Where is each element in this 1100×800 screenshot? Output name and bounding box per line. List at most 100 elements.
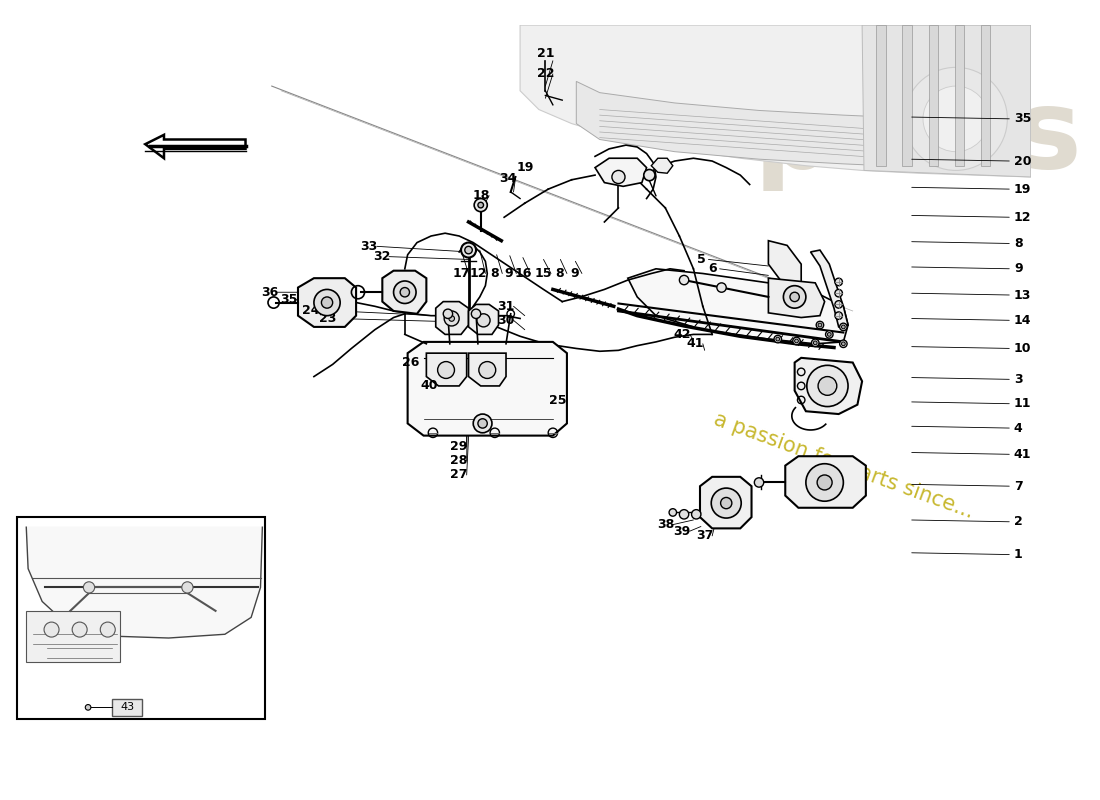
Polygon shape xyxy=(794,358,862,414)
Circle shape xyxy=(477,418,487,428)
Circle shape xyxy=(776,338,780,341)
Polygon shape xyxy=(383,270,427,314)
Polygon shape xyxy=(785,456,866,508)
Text: 38: 38 xyxy=(657,518,674,531)
Text: 28: 28 xyxy=(451,454,468,467)
Polygon shape xyxy=(408,342,566,436)
Text: 31: 31 xyxy=(497,300,515,313)
Bar xyxy=(16,517,265,718)
Text: 35: 35 xyxy=(279,294,297,306)
Text: 1: 1 xyxy=(1014,548,1023,561)
Bar xyxy=(902,25,912,166)
Circle shape xyxy=(84,582,95,593)
Bar xyxy=(928,25,938,166)
Text: 9: 9 xyxy=(570,267,579,280)
Text: 21: 21 xyxy=(537,46,554,60)
Polygon shape xyxy=(576,82,1031,170)
Circle shape xyxy=(835,312,843,319)
Text: 13: 13 xyxy=(1014,289,1032,302)
Circle shape xyxy=(842,325,845,329)
Circle shape xyxy=(449,316,454,322)
Circle shape xyxy=(816,322,824,329)
Circle shape xyxy=(842,342,845,346)
Polygon shape xyxy=(595,158,647,186)
Circle shape xyxy=(473,414,492,433)
Bar xyxy=(26,611,120,662)
Circle shape xyxy=(793,338,801,345)
Text: 41: 41 xyxy=(1014,448,1032,461)
Circle shape xyxy=(923,86,989,152)
Text: 36: 36 xyxy=(262,286,278,298)
Text: 43: 43 xyxy=(120,702,134,712)
Polygon shape xyxy=(436,302,469,334)
Text: 33: 33 xyxy=(361,240,377,253)
Polygon shape xyxy=(26,526,263,638)
Circle shape xyxy=(44,622,59,637)
Text: 8: 8 xyxy=(491,267,499,280)
Circle shape xyxy=(783,286,806,308)
Text: 18: 18 xyxy=(473,190,491,202)
Text: 7: 7 xyxy=(1014,480,1023,493)
Circle shape xyxy=(680,275,689,285)
Text: 35: 35 xyxy=(1014,112,1032,126)
Polygon shape xyxy=(651,158,673,174)
Bar xyxy=(112,699,142,716)
Circle shape xyxy=(839,340,847,347)
Circle shape xyxy=(835,278,843,286)
Circle shape xyxy=(826,330,833,338)
Circle shape xyxy=(835,290,843,297)
Text: parts: parts xyxy=(754,84,1082,191)
Text: 19: 19 xyxy=(1014,182,1032,196)
Circle shape xyxy=(813,341,817,345)
Polygon shape xyxy=(862,25,1031,177)
Polygon shape xyxy=(469,305,498,334)
Circle shape xyxy=(806,366,848,406)
Text: 15: 15 xyxy=(535,267,552,280)
Circle shape xyxy=(827,333,832,336)
Circle shape xyxy=(477,202,484,208)
Text: 40: 40 xyxy=(420,379,438,393)
Polygon shape xyxy=(427,353,466,386)
Text: 22: 22 xyxy=(537,67,554,81)
Circle shape xyxy=(794,339,799,343)
Text: 24: 24 xyxy=(302,303,320,317)
Text: 11: 11 xyxy=(1014,398,1032,410)
Circle shape xyxy=(692,510,701,519)
Text: 5: 5 xyxy=(696,253,705,266)
Circle shape xyxy=(720,498,732,509)
Circle shape xyxy=(818,323,822,327)
Circle shape xyxy=(612,170,625,183)
Text: 9: 9 xyxy=(505,267,513,280)
Text: 9: 9 xyxy=(1014,262,1023,275)
Polygon shape xyxy=(145,135,245,158)
Polygon shape xyxy=(769,278,825,318)
Polygon shape xyxy=(769,241,801,283)
Text: 29: 29 xyxy=(451,440,468,454)
Circle shape xyxy=(461,242,476,258)
Polygon shape xyxy=(700,477,751,528)
Circle shape xyxy=(443,309,452,318)
Text: 42: 42 xyxy=(673,328,691,341)
Circle shape xyxy=(712,488,741,518)
Text: 16: 16 xyxy=(514,267,531,280)
Circle shape xyxy=(471,309,481,318)
Text: 26: 26 xyxy=(402,356,419,369)
Circle shape xyxy=(477,314,491,327)
Circle shape xyxy=(444,311,459,326)
Text: 30: 30 xyxy=(497,314,515,327)
Circle shape xyxy=(806,464,844,502)
Circle shape xyxy=(474,198,487,212)
Circle shape xyxy=(818,377,837,395)
Circle shape xyxy=(812,339,820,346)
Polygon shape xyxy=(298,278,356,327)
Text: 12: 12 xyxy=(470,267,486,280)
Circle shape xyxy=(86,705,91,710)
Circle shape xyxy=(314,290,340,316)
Text: 14: 14 xyxy=(1014,314,1032,327)
Text: 23: 23 xyxy=(319,312,337,325)
Text: 37: 37 xyxy=(696,530,714,542)
Text: 8: 8 xyxy=(556,267,563,280)
Polygon shape xyxy=(469,353,506,386)
Text: 6: 6 xyxy=(708,262,716,275)
Bar xyxy=(981,25,990,166)
